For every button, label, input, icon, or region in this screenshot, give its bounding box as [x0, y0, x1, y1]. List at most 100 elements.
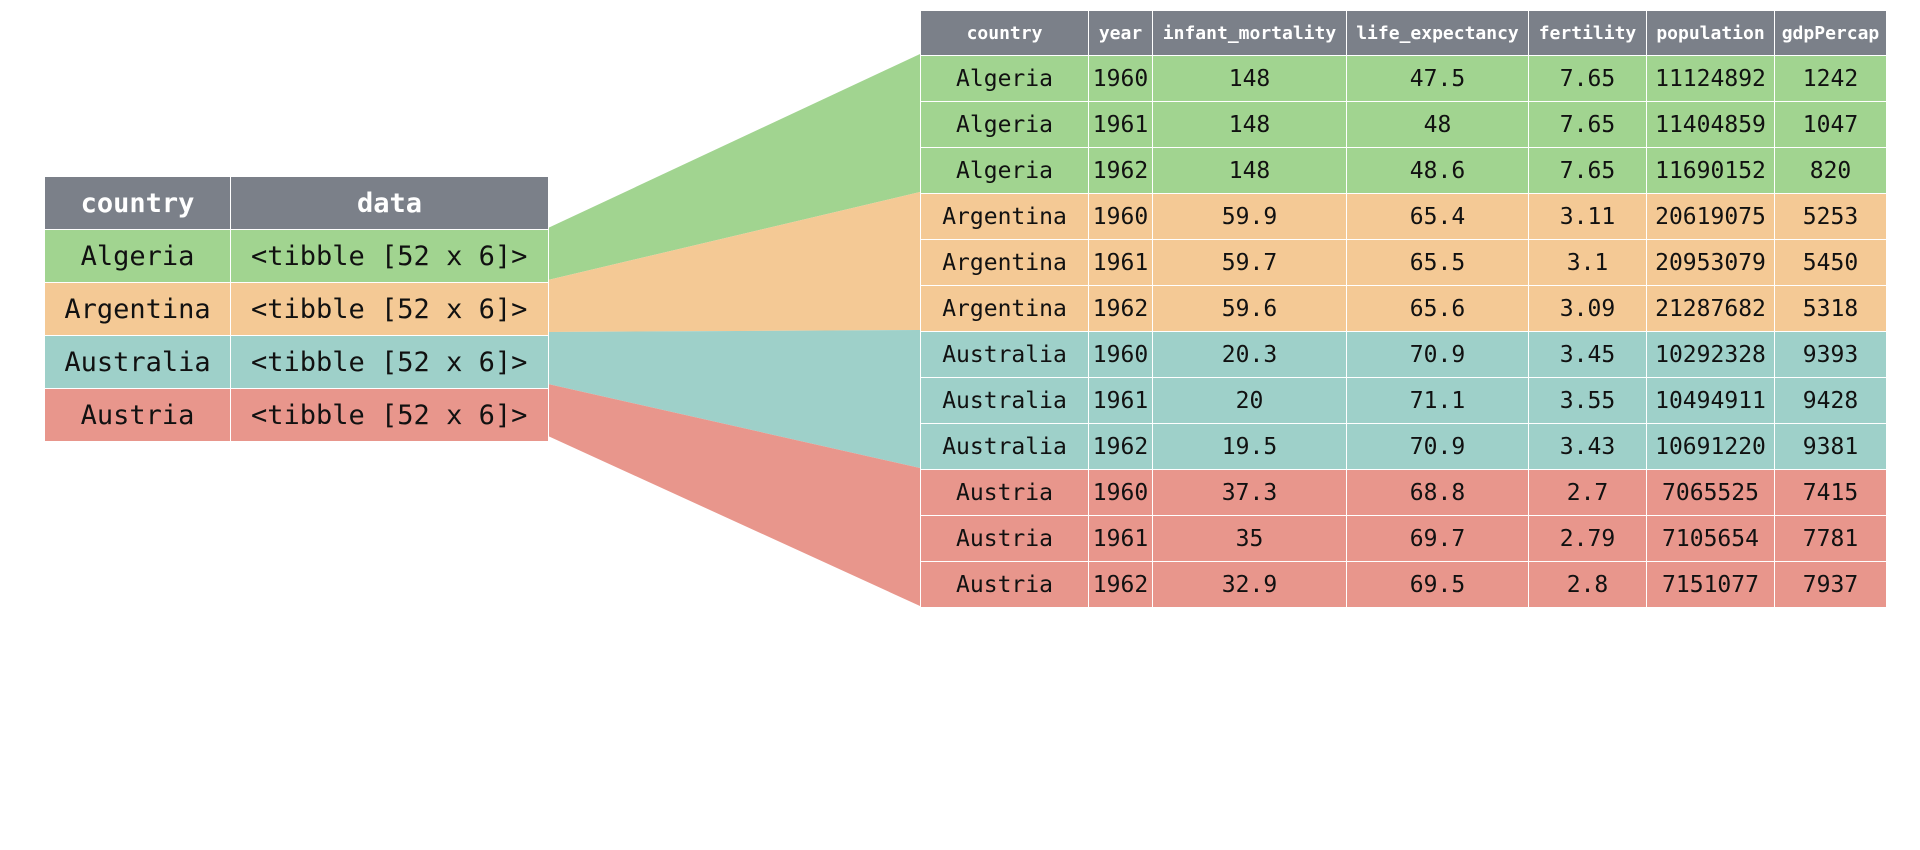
connector-band-algeria	[548, 54, 920, 280]
long-header-gdppercap: gdpPercap	[1774, 10, 1887, 56]
long-cell-country: Argentina	[920, 193, 1089, 240]
long-cell-life-expectancy: 47.5	[1346, 55, 1529, 102]
long-cell-country: Australia	[920, 377, 1089, 424]
connector-band-argentina	[548, 192, 920, 332]
long-cell-life-expectancy: 65.6	[1346, 285, 1529, 332]
long-cell-fertility: 7.65	[1528, 101, 1647, 148]
long-cell-gdppercap: 9428	[1774, 377, 1887, 424]
nested-table-header-row: country data	[44, 176, 549, 230]
nested-cell-country: Argentina	[44, 282, 231, 336]
long-cell-country: Australia	[920, 331, 1089, 378]
long-cell-country: Argentina	[920, 285, 1089, 332]
long-cell-fertility: 2.7	[1528, 469, 1647, 516]
long-cell-year: 1960	[1088, 331, 1153, 378]
long-row-argentina: Argentina 1961 59.7 65.5 3.1 20953079 5450	[920, 239, 1887, 286]
long-cell-infant-mortality: 148	[1152, 147, 1347, 194]
long-table-body: Algeria 1960 148 47.5 7.65 11124892 1242 Algeri…	[920, 55, 1887, 608]
long-cell-fertility: 3.09	[1528, 285, 1647, 332]
long-cell-life-expectancy: 68.8	[1346, 469, 1529, 516]
nested-row-algeria: Algeria <tibble [52 x 6]>	[44, 229, 549, 283]
long-row-austria: Austria 1961 35 69.7 2.79 7105654 7781	[920, 515, 1887, 562]
nested-row-australia: Australia <tibble [52 x 6]>	[44, 335, 549, 389]
long-cell-gdppercap: 7781	[1774, 515, 1887, 562]
nested-header-country: country	[44, 176, 231, 230]
long-cell-fertility: 3.55	[1528, 377, 1647, 424]
long-cell-country: Austria	[920, 469, 1089, 516]
long-cell-population: 10494911	[1646, 377, 1775, 424]
long-cell-fertility: 3.45	[1528, 331, 1647, 378]
nested-cell-country: Algeria	[44, 229, 231, 283]
long-cell-gdppercap: 820	[1774, 147, 1887, 194]
nested-cell-data: <tibble [52 x 6]>	[230, 335, 549, 389]
long-cell-year: 1962	[1088, 561, 1153, 608]
long-cell-infant-mortality: 59.7	[1152, 239, 1347, 286]
long-header-infant-mortality: infant_mortality	[1152, 10, 1347, 56]
long-cell-gdppercap: 1242	[1774, 55, 1887, 102]
long-cell-year: 1961	[1088, 377, 1153, 424]
long-cell-infant-mortality: 20.3	[1152, 331, 1347, 378]
long-cell-year: 1962	[1088, 285, 1153, 332]
long-cell-country: Algeria	[920, 147, 1089, 194]
long-cell-population: 7105654	[1646, 515, 1775, 562]
long-cell-fertility: 7.65	[1528, 147, 1647, 194]
long-cell-life-expectancy: 65.5	[1346, 239, 1529, 286]
nested-cell-country: Austria	[44, 388, 231, 442]
long-cell-country: Austria	[920, 561, 1089, 608]
long-header-year: year	[1088, 10, 1153, 56]
long-cell-gdppercap: 5253	[1774, 193, 1887, 240]
long-cell-life-expectancy: 48	[1346, 101, 1529, 148]
long-header-population: population	[1646, 10, 1775, 56]
nested-header-data: data	[230, 176, 549, 230]
long-cell-life-expectancy: 70.9	[1346, 331, 1529, 378]
long-cell-life-expectancy: 70.9	[1346, 423, 1529, 470]
long-cell-year: 1962	[1088, 147, 1153, 194]
long-cell-population: 11124892	[1646, 55, 1775, 102]
long-table: country year infant_mortality life_expec…	[920, 10, 1887, 608]
long-cell-infant-mortality: 32.9	[1152, 561, 1347, 608]
long-cell-year: 1960	[1088, 469, 1153, 516]
long-cell-life-expectancy: 48.6	[1346, 147, 1529, 194]
nested-cell-data: <tibble [52 x 6]>	[230, 388, 549, 442]
long-header-life-expectancy: life_expectancy	[1346, 10, 1529, 56]
long-cell-infant-mortality: 59.6	[1152, 285, 1347, 332]
long-row-algeria: Algeria 1961 148 48 7.65 11404859 1047	[920, 101, 1887, 148]
nested-cell-data: <tibble [52 x 6]>	[230, 282, 549, 336]
nested-cell-country: Australia	[44, 335, 231, 389]
nested-table: country data Algeria <tibble [52 x 6]> A…	[44, 176, 549, 442]
long-row-algeria: Algeria 1960 148 47.5 7.65 11124892 1242	[920, 55, 1887, 102]
long-cell-fertility: 2.79	[1528, 515, 1647, 562]
long-cell-year: 1961	[1088, 239, 1153, 286]
connector-band-austria	[548, 384, 920, 606]
long-cell-year: 1960	[1088, 55, 1153, 102]
long-cell-infant-mortality: 20	[1152, 377, 1347, 424]
long-cell-infant-mortality: 148	[1152, 101, 1347, 148]
long-cell-year: 1960	[1088, 193, 1153, 240]
long-header-fertility: fertility	[1528, 10, 1647, 56]
long-cell-infant-mortality: 19.5	[1152, 423, 1347, 470]
long-cell-gdppercap: 5318	[1774, 285, 1887, 332]
long-cell-population: 20619075	[1646, 193, 1775, 240]
long-table-header-row: country year infant_mortality life_expec…	[920, 10, 1887, 56]
long-cell-country: Algeria	[920, 101, 1089, 148]
long-cell-infant-mortality: 37.3	[1152, 469, 1347, 516]
long-cell-country: Argentina	[920, 239, 1089, 286]
long-cell-infant-mortality: 59.9	[1152, 193, 1347, 240]
long-cell-fertility: 3.43	[1528, 423, 1647, 470]
long-header-country: country	[920, 10, 1089, 56]
long-cell-population: 21287682	[1646, 285, 1775, 332]
long-cell-infant-mortality: 148	[1152, 55, 1347, 102]
long-cell-gdppercap: 1047	[1774, 101, 1887, 148]
long-row-australia: Australia 1962 19.5 70.9 3.43 10691220 9381	[920, 423, 1887, 470]
long-cell-gdppercap: 9393	[1774, 331, 1887, 378]
long-row-austria: Austria 1960 37.3 68.8 2.7 7065525 7415	[920, 469, 1887, 516]
long-row-australia: Australia 1961 20 71.1 3.55 10494911 9428	[920, 377, 1887, 424]
long-cell-fertility: 2.8	[1528, 561, 1647, 608]
long-row-algeria: Algeria 1962 148 48.6 7.65 11690152 820	[920, 147, 1887, 194]
long-cell-population: 20953079	[1646, 239, 1775, 286]
long-cell-country: Austria	[920, 515, 1089, 562]
long-row-argentina: Argentina 1962 59.6 65.6 3.09 21287682 5318	[920, 285, 1887, 332]
long-cell-population: 11690152	[1646, 147, 1775, 194]
long-row-austria: Austria 1962 32.9 69.5 2.8 7151077 7937	[920, 561, 1887, 608]
long-cell-fertility: 7.65	[1528, 55, 1647, 102]
